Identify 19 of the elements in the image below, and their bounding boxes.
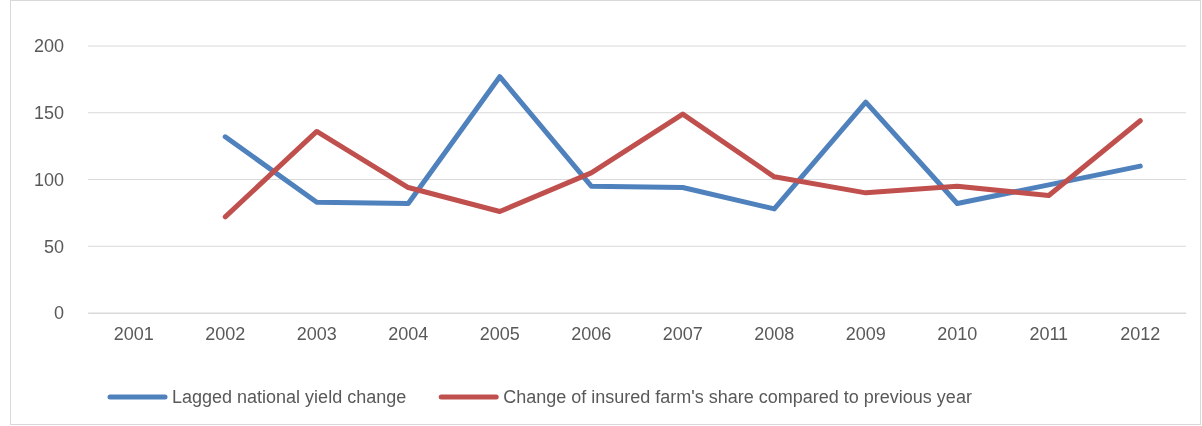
y-tick-label: 100 <box>33 169 64 190</box>
x-tick-label: 2012 <box>1120 323 1161 344</box>
legend-label: Change of insured farm's share compared to previous year <box>503 387 972 407</box>
x-tick-label: 2006 <box>571 323 612 344</box>
x-tick-label: 2008 <box>754 323 795 344</box>
x-tick-label: 2004 <box>388 323 429 344</box>
x-tick-label: 2010 <box>937 323 978 344</box>
x-tick-label: 2011 <box>1029 323 1069 344</box>
y-tick-label: 150 <box>33 103 64 124</box>
y-tick-label: 50 <box>43 236 64 257</box>
x-tick-label: 2007 <box>662 323 703 344</box>
x-tick-label: 2003 <box>296 323 337 344</box>
legend-label: Lagged national yield change <box>172 387 407 407</box>
x-tick-label: 2005 <box>479 323 520 344</box>
x-tick-label: 2001 <box>113 323 154 344</box>
x-tick-label: 2002 <box>205 323 246 344</box>
y-tick-label: 0 <box>53 303 64 324</box>
y-tick-label: 200 <box>33 36 64 57</box>
x-tick-label: 2009 <box>845 323 886 344</box>
